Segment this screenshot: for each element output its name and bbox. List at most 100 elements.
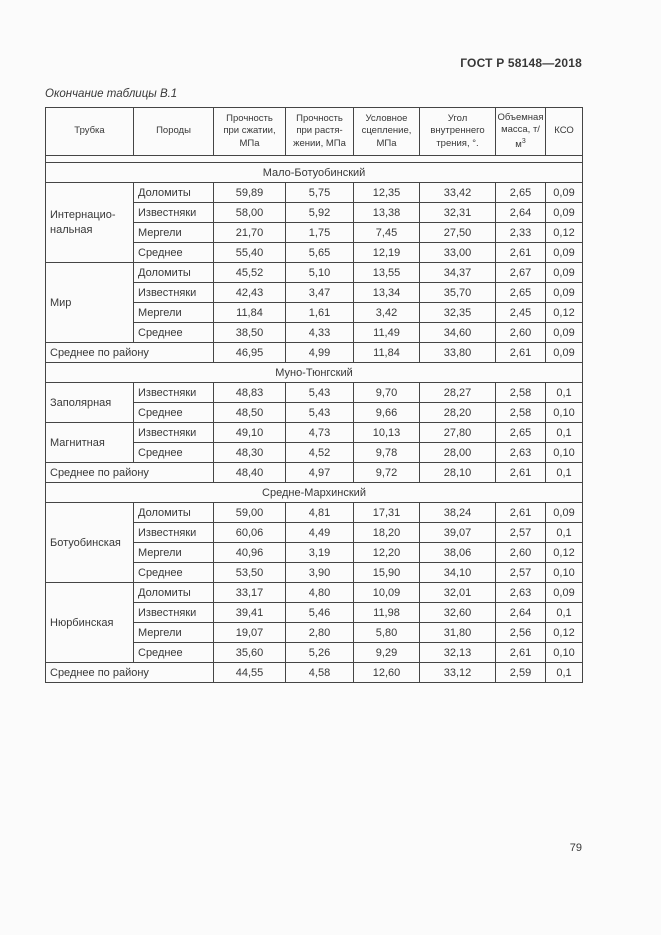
value-cell: 40,96 [213, 542, 286, 564]
col-header-tube: Трубка [45, 106, 134, 157]
rock-type-cell: Известняки [133, 382, 214, 404]
value-cell: 13,38 [353, 202, 420, 224]
rock-type-cell: Известняки [133, 522, 214, 544]
rock-type-cell: Известняки [133, 282, 214, 304]
value-cell: 2,61 [495, 242, 546, 264]
header-divider-cell [45, 155, 583, 164]
value-cell: 2,60 [495, 322, 546, 344]
rock-type-cell: Среднее [133, 642, 214, 664]
value-cell: 48,83 [213, 382, 286, 404]
value-cell: 3,42 [353, 302, 420, 324]
value-cell: 2,56 [495, 622, 546, 644]
rock-type-cell: Доломиты [133, 262, 214, 284]
value-cell: 11,98 [353, 602, 420, 624]
summary-label-cell: Среднее по району [45, 662, 214, 684]
value-cell: 0,1 [545, 602, 583, 624]
value-cell: 32,35 [419, 302, 496, 324]
value-cell: 38,50 [213, 322, 286, 344]
value-cell: 0,09 [545, 202, 583, 224]
table-row: Среднее 53,50 3,90 15,90 34,10 2,57 0,10 [46, 562, 583, 584]
value-cell: 39,41 [213, 602, 286, 624]
value-cell: 3,47 [285, 282, 354, 304]
table-row: Мергели 19,07 2,80 5,80 31,80 2,56 0,12 [46, 622, 583, 644]
rock-type-cell: Известняки [133, 202, 214, 224]
rock-type-cell: Доломиты [133, 502, 214, 524]
value-cell: 12,60 [353, 662, 420, 684]
tube-name-cell: Магнитная [45, 422, 134, 464]
value-cell: 0,12 [545, 622, 583, 644]
col-header-rocks: Породы [133, 106, 214, 157]
value-cell: 0,09 [545, 342, 583, 364]
header-divider-row [45, 155, 583, 164]
value-cell: 18,20 [353, 522, 420, 544]
value-cell: 2,59 [495, 662, 546, 684]
table-row: Магнитная Известняки 49,10 4,73 10,13 27,80 2,… [45, 422, 583, 464]
value-cell: 0,09 [545, 322, 583, 344]
value-cell: 9,29 [353, 642, 420, 664]
volumetric-mass-label: Объемная масса, т/м [497, 112, 544, 150]
value-cell: 4,97 [285, 462, 354, 484]
value-cell: 33,12 [419, 662, 496, 684]
value-cell: 34,37 [419, 262, 496, 284]
value-cell: 39,07 [419, 522, 496, 544]
value-cell: 10,09 [353, 582, 420, 604]
rock-type-cell: Среднее [133, 562, 214, 584]
value-cell: 1,75 [285, 222, 354, 244]
value-cell: 19,07 [213, 622, 286, 644]
district-summary-row: Среднее по району 48,40 4,97 9,72 28,10 2,61 0… [45, 462, 583, 484]
value-cell: 4,58 [285, 662, 354, 684]
table-row: Среднее 48,30 4,52 9,78 28,00 2,63 0,10 [46, 442, 583, 464]
value-cell: 33,17 [213, 582, 286, 604]
value-cell: 55,40 [213, 242, 286, 264]
value-cell: 32,31 [419, 202, 496, 224]
col-header-kso: КСО [545, 106, 583, 157]
page-number: 79 [569, 842, 582, 854]
value-cell: 0,09 [545, 582, 583, 604]
value-cell: 5,65 [285, 242, 354, 264]
tube-name-cell: Заполярная [45, 382, 134, 424]
value-cell: 0,10 [545, 402, 583, 424]
value-cell: 28,20 [419, 402, 496, 424]
value-cell: 7,45 [353, 222, 420, 244]
value-cell: 33,42 [419, 182, 496, 204]
value-cell: 35,70 [419, 282, 496, 304]
table-container: Трубка Породы Прочность при сжатии, МПа … [45, 106, 583, 684]
table-row: Известняки 58,00 5,92 13,38 32,31 2,64 0,09 [46, 202, 583, 224]
district-section-row: Средне-Мархинский [45, 482, 583, 504]
col-header-volumetric-mass: Объемная масса, т/м3 [495, 106, 546, 157]
value-cell: 2,61 [495, 342, 546, 364]
value-cell: 0,09 [545, 502, 583, 524]
value-cell: 44,55 [213, 662, 286, 684]
value-cell: 5,10 [285, 262, 354, 284]
tube-name-cell: Нюрбинская [45, 582, 134, 664]
value-cell: 53,50 [213, 562, 286, 584]
value-cell: 4,73 [285, 422, 354, 444]
value-cell: 35,60 [213, 642, 286, 664]
value-cell: 11,49 [353, 322, 420, 344]
value-cell: 2,63 [495, 582, 546, 604]
value-cell: 48,50 [213, 402, 286, 424]
value-cell: 9,70 [353, 382, 420, 404]
value-cell: 4,99 [285, 342, 354, 364]
value-cell: 11,84 [353, 342, 420, 364]
value-cell: 5,43 [285, 382, 354, 404]
rock-type-cell: Мергели [133, 302, 214, 324]
value-cell: 9,66 [353, 402, 420, 424]
value-cell: 13,55 [353, 262, 420, 284]
rock-type-cell: Доломиты [133, 582, 214, 604]
col-header-friction-angle: Угол внутреннего трения, °. [419, 106, 496, 157]
table-row: Среднее 55,40 5,65 12,19 33,00 2,61 0,09 [46, 242, 583, 264]
value-cell: 0,09 [545, 262, 583, 284]
value-cell: 32,01 [419, 582, 496, 604]
value-cell: 5,75 [285, 182, 354, 204]
value-cell: 1,61 [285, 302, 354, 324]
value-cell: 0,1 [545, 382, 583, 404]
value-cell: 0,09 [545, 242, 583, 264]
table-row: Интернацио- нальная Доломиты 59,89 5,75 12,3… [45, 182, 583, 264]
value-cell: 42,43 [213, 282, 286, 304]
value-cell: 27,50 [419, 222, 496, 244]
table-body: Мало-Ботуобинский Интернацио- нальная Доло… [45, 162, 583, 684]
value-cell: 2,61 [495, 502, 546, 524]
value-cell: 9,78 [353, 442, 420, 464]
value-cell: 12,20 [353, 542, 420, 564]
